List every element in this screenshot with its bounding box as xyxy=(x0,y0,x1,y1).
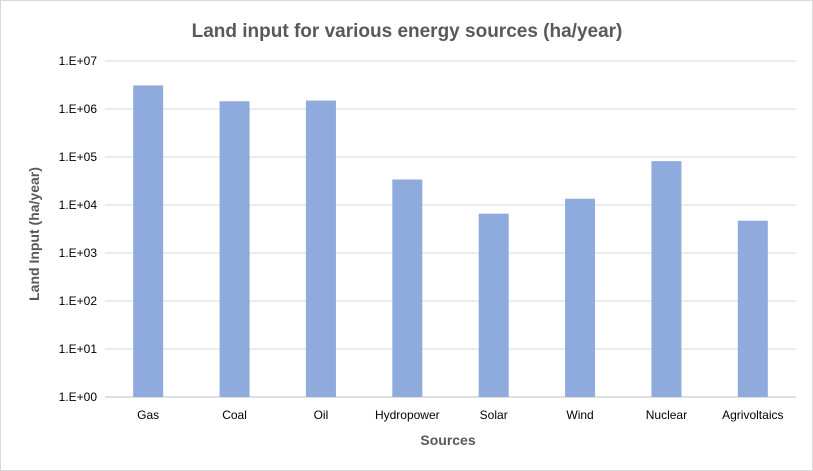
y-tick-label: 1.E+03 xyxy=(59,246,98,260)
chart-title: Land input for various energy sources (h… xyxy=(192,21,623,42)
y-tick-label: 1.E+07 xyxy=(59,54,98,68)
x-tick-label: Agrivoltaics xyxy=(722,408,783,422)
x-tick-label: Solar xyxy=(480,408,508,422)
bar-wind xyxy=(565,198,596,397)
x-axis-ticks: Gas Coal Oil Hydropower Solar Wind Nuclear Agri… xyxy=(137,408,783,422)
x-axis-title: Sources xyxy=(420,432,475,448)
bar-hydropower xyxy=(392,179,423,397)
bar-nuclear xyxy=(651,161,682,397)
bar-solar xyxy=(478,213,509,397)
bar-gas xyxy=(133,85,164,397)
y-tick-label: 1.E+04 xyxy=(59,198,98,212)
y-tick-label: 1.E+02 xyxy=(59,294,98,308)
x-tick-label: Nuclear xyxy=(646,408,687,422)
bars xyxy=(133,85,768,398)
y-axis-ticks: 1.E+00 1.E+01 1.E+02 1.E+03 1.E+04 1.E+05 1.E+… xyxy=(59,54,98,404)
bar-coal xyxy=(219,101,250,397)
y-tick-label: 1.E+01 xyxy=(59,342,98,356)
x-tick-label: Coal xyxy=(222,408,247,422)
y-tick-label: 1.E+00 xyxy=(59,390,98,404)
y-tick-label: 1.E+05 xyxy=(59,150,98,164)
x-tick-label: Hydropower xyxy=(375,408,440,422)
x-tick-label: Oil xyxy=(314,408,329,422)
bar-oil xyxy=(305,100,336,398)
x-tick-label: Wind xyxy=(566,408,593,422)
x-tick-label: Gas xyxy=(137,408,159,422)
bar-agrivoltaics xyxy=(737,220,768,397)
y-tick-label: 1.E+06 xyxy=(59,102,98,116)
gridlines xyxy=(105,60,796,398)
y-axis-title: Land Input (ha/year) xyxy=(26,167,42,301)
